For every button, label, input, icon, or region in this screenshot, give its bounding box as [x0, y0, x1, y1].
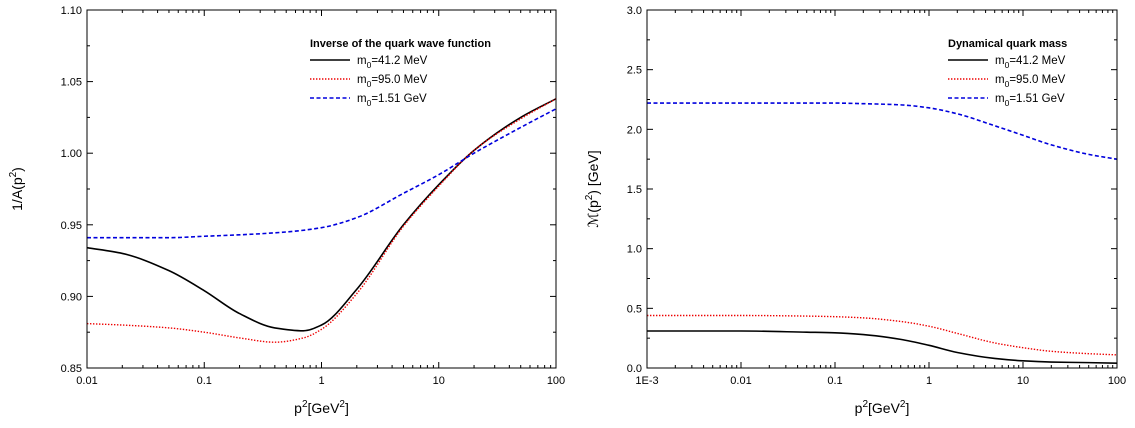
series-line-3: [87, 108, 556, 239]
series-line-2: [647, 314, 1117, 356]
right-chart-panel: 1E-3 0.01 0.1 1 10 100 0.0 0.5 1.0 1.5 2.0 2.5 3.0 Dy…: [584, 5, 1126, 416]
y-tick-label: 2.0: [627, 124, 642, 136]
legend-title: Dynamical quark mass: [948, 38, 1067, 50]
y-tick-label: 0.95: [61, 220, 82, 232]
y-tick-label: 0.85: [61, 363, 82, 375]
x-tick-label: 10: [1017, 375, 1029, 387]
x-tick-label: 1E-3: [635, 375, 658, 387]
x-tick-label: 0.1: [827, 375, 842, 387]
x-tick-label: 1: [318, 375, 324, 387]
y-tick-label: 1.0: [627, 244, 642, 256]
y-axis-label: ℳ(p2) [GeV]: [584, 150, 601, 227]
y-tick-label: 0.90: [61, 291, 82, 303]
legend-label: m0=1.51 GeV: [357, 93, 427, 108]
y-tick-label: 1.00: [61, 148, 82, 160]
x-axis-label: p2[GeV2]: [294, 399, 349, 416]
x-tick-label: 0.01: [730, 375, 751, 387]
x-axis-label: p2[GeV2]: [855, 399, 910, 416]
y-tick-label: 0.5: [627, 303, 642, 315]
y-tick-label: 1.5: [627, 184, 642, 196]
series-line-2: [87, 98, 556, 343]
left-chart-panel: 0.01 0.1 1 10 100 0.85 0.90 0.95 1.00 1.05 1.10 Inv…: [8, 5, 565, 416]
x-tick-label: 10: [433, 375, 445, 387]
y-tick-label: 0.0: [627, 363, 642, 375]
legend-label: m0=95.0 MeV: [995, 74, 1066, 89]
legend-label: m0=41.2 MeV: [995, 55, 1066, 70]
x-tick-label: 100: [547, 375, 565, 387]
plot-frame: [646, 9, 1118, 369]
series-line-1: [647, 330, 1117, 365]
legend-label: m0=95.0 MeV: [357, 74, 428, 89]
y-tick-label: 2.5: [627, 65, 642, 77]
series-line-3: [647, 102, 1117, 160]
x-tick-label: 0.01: [76, 375, 97, 387]
x-tick-label: 1: [926, 375, 932, 387]
x-tick-label: 100: [1108, 375, 1126, 387]
y-tick-label: 1.05: [61, 77, 82, 89]
legend-title: Inverse of the quark wave function: [310, 38, 491, 50]
y-tick-label: 1.10: [61, 5, 82, 17]
plot-frame: [86, 9, 557, 369]
legend-label: m0=1.51 GeV: [995, 93, 1065, 108]
series-line-1: [87, 98, 556, 332]
x-tick-label: 0.1: [197, 375, 212, 387]
y-tick-label: 3.0: [627, 5, 642, 17]
y-axis-label: 1/A(p2): [8, 167, 25, 211]
legend-label: m0=41.2 MeV: [357, 55, 428, 70]
